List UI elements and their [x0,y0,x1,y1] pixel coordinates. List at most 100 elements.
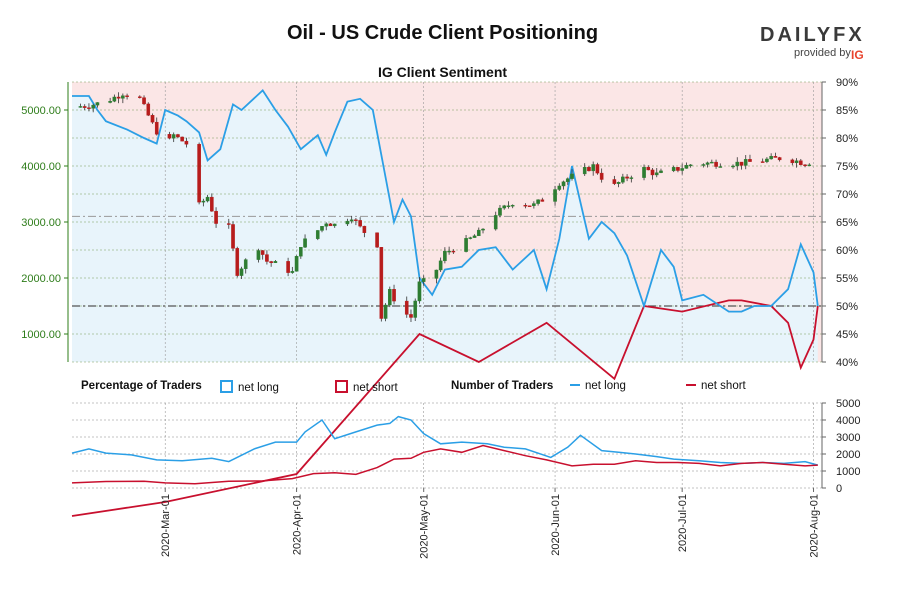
candle-body [553,189,557,202]
candle-body [383,304,388,319]
candle-body [765,158,769,162]
candle-body [621,176,625,183]
brand-provided-by: provided by [794,47,851,59]
candle-body [676,167,680,171]
legend-pct-short: net short [335,380,398,396]
candle-body [201,200,206,203]
candle-body [688,164,693,167]
candle-body [532,203,536,206]
x-tick-label: 2020-Jun-01 [550,494,562,556]
legend-pct-long-swatch [220,380,233,393]
candle-body [82,106,87,108]
pct-tick-label: 45% [836,329,858,341]
candle-body [239,268,244,276]
candle-body [315,230,320,239]
candle-body [502,205,507,209]
candle-body [743,159,748,166]
candle-body [443,250,447,262]
candle-body [438,260,443,271]
candle-body [354,219,358,221]
candle-body [731,165,735,168]
candle-body [87,107,91,109]
candle-body [468,237,473,239]
legend-num-short-swatch [686,384,696,386]
candle-body [184,140,189,145]
candle-body [654,172,659,176]
x-tick-label: 2020-May-01 [419,494,431,559]
candle-body [332,223,337,227]
candle-body [260,250,265,255]
long-background [72,90,818,363]
num-tick-label: 1000 [836,466,860,478]
candle-body [375,232,379,248]
candle-body [739,161,744,166]
candle-body [587,167,591,172]
price-tick-label: 3000.00 [21,217,61,229]
candle-body [404,300,409,315]
x-tick-label: 2020-Jul-01 [677,494,689,552]
candle-body [493,215,498,230]
candle-body [142,97,146,105]
page-title: Oil - US Crude Client Positioning [286,22,599,44]
pct-tick-label: 40% [836,357,858,369]
candle-body [269,261,273,264]
price-tick-label: 1000.00 [21,329,61,341]
pct-long-line [72,89,819,313]
candle-body [625,176,629,179]
candle-body [557,185,562,190]
candle-body [78,106,83,108]
candle-body [612,179,617,184]
pct-tick-label: 90% [836,77,858,89]
brand-wordmark: DAILYFX [760,24,865,46]
pct-tick-label: 80% [836,133,858,145]
candle-body [527,205,532,207]
candle-body [256,250,261,260]
candle-body [421,278,426,282]
candle-body [125,95,129,97]
legend-num-long-swatch [570,384,580,386]
candle-body [362,225,367,233]
candle-body [714,161,718,167]
candle-body [807,164,812,167]
candle-body [773,156,778,158]
candle-body [286,261,290,273]
candle-body [150,115,155,123]
candle-body [510,204,515,207]
candle-body [299,247,303,257]
num-long-line [71,415,818,466]
num-tick-label: 4000 [836,415,860,427]
candle-body [701,164,706,166]
candle-body [451,250,456,253]
num-tick-label: 0 [836,483,842,495]
pct-tick-label: 55% [836,273,858,285]
candle-body [684,165,689,169]
x-tick-label: 2020-Apr-01 [292,494,304,555]
candle-body [243,259,248,269]
candle-body [536,199,540,204]
candle-body [735,161,740,167]
price-tick-label: 2000.00 [21,273,61,285]
candle-body [95,102,100,106]
candle-body [91,104,95,109]
candle-body [561,181,566,187]
candle-body [167,134,172,139]
candle-body [748,159,752,162]
candle-body [108,101,112,103]
brand-logo: DAILYFX provided by IG [760,24,870,64]
candle-body [570,173,574,179]
legend-pct-short-swatch [335,380,348,393]
candle-body [349,219,354,222]
num-short-line [71,444,818,485]
candle-body [591,164,595,172]
candle-body [328,223,333,227]
candle-body [705,162,710,165]
legend-pct-long: net long [220,380,279,396]
candle-body [476,229,481,237]
candle-body [226,223,231,225]
candle-body [540,199,545,202]
num-tick-label: 2000 [836,449,860,461]
legend-pct-heading: Percentage of Traders [81,380,202,392]
candle-body [121,95,125,99]
candle-body [112,96,117,102]
